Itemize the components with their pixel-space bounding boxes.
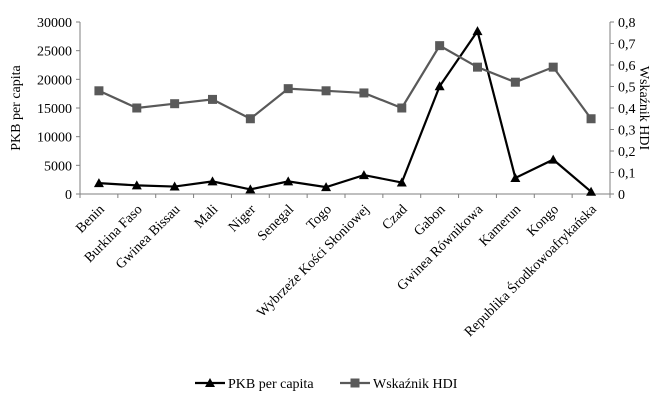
- data-point: [435, 41, 445, 51]
- right-axis-title: Wskaźnik HDI: [636, 66, 651, 151]
- data-point: [94, 86, 104, 96]
- series-layer: [93, 26, 597, 196]
- left-axis-ticks: 0 5000 10000 15000 20000 25000 30000: [37, 16, 80, 203]
- legend-label: Wskaźnik HDI: [373, 377, 458, 392]
- x-tick-label: Niger: [226, 202, 259, 235]
- axes: [79, 22, 611, 195]
- data-point: [510, 77, 520, 87]
- legend-marker: [350, 378, 360, 388]
- data-point: [169, 181, 180, 191]
- data-point: [359, 88, 369, 98]
- x-tick-label: Republika Środkowoafrykańska: [461, 200, 601, 340]
- left-tick-label: 10000: [37, 131, 72, 146]
- data-point: [358, 170, 369, 180]
- legend: PKB per capita Wskaźnik HDI: [195, 377, 458, 392]
- left-tick-label: 20000: [37, 73, 72, 88]
- x-tick-label: Mali: [192, 202, 221, 231]
- x-tick-label: Kamerun: [477, 202, 524, 249]
- right-axis-ticks: 0 0,1 0,2 0,3 0,4 0,5 0,6 0,7 0,8: [610, 16, 636, 203]
- x-tick-label: Czad: [380, 202, 411, 233]
- left-tick-label: 30000: [37, 16, 72, 31]
- right-tick-label: 0,4: [618, 102, 636, 117]
- left-tick-label: 25000: [37, 45, 72, 60]
- right-tick-label: 0,6: [618, 59, 636, 74]
- x-tick-label: Senegal: [255, 202, 297, 244]
- data-point: [132, 103, 142, 113]
- data-point: [321, 182, 332, 192]
- left-axis-title: PKB per capita: [9, 64, 24, 150]
- right-tick-label: 0,7: [618, 38, 636, 53]
- right-tick-label: 0: [618, 188, 625, 203]
- right-tick-label: 0,3: [618, 124, 636, 139]
- legend-marker: [205, 378, 215, 387]
- data-point: [283, 84, 293, 94]
- legend-label: PKB per capita: [228, 377, 314, 392]
- data-point: [586, 114, 596, 124]
- right-tick-label: 0,2: [618, 145, 636, 160]
- data-point: [473, 62, 482, 72]
- data-point: [283, 176, 294, 186]
- series-line: [98, 28, 592, 193]
- data-point: [208, 94, 217, 104]
- data-point: [548, 62, 558, 72]
- data-point: [245, 114, 255, 124]
- data-point: [510, 172, 521, 182]
- data-point: [548, 154, 559, 164]
- x-tick-label: Benin: [73, 202, 107, 236]
- data-point: [93, 178, 104, 188]
- right-tick-label: 0,1: [618, 167, 636, 182]
- right-tick-label: 0,8: [618, 16, 636, 31]
- legend-item-1: PKB per capita: [195, 377, 314, 392]
- data-point: [397, 103, 407, 113]
- left-tick-label: 15000: [37, 102, 72, 117]
- series-line: [98, 44, 592, 121]
- data-point: [321, 86, 331, 96]
- x-tick-label: Togo: [304, 202, 335, 233]
- data-point: [131, 180, 142, 190]
- left-tick-label: 5000: [44, 159, 72, 174]
- series-2: [94, 41, 596, 124]
- data-point: [245, 184, 256, 194]
- series-1: [93, 26, 597, 196]
- data-point: [434, 81, 445, 91]
- legend-item-2: Wskaźnik HDI: [340, 377, 458, 392]
- data-point: [170, 99, 180, 109]
- data-point: [396, 177, 407, 187]
- data-point: [586, 186, 597, 196]
- left-tick-label: 0: [65, 188, 72, 203]
- right-tick-label: 0,5: [618, 81, 636, 96]
- data-point: [472, 26, 483, 36]
- data-point: [207, 176, 218, 186]
